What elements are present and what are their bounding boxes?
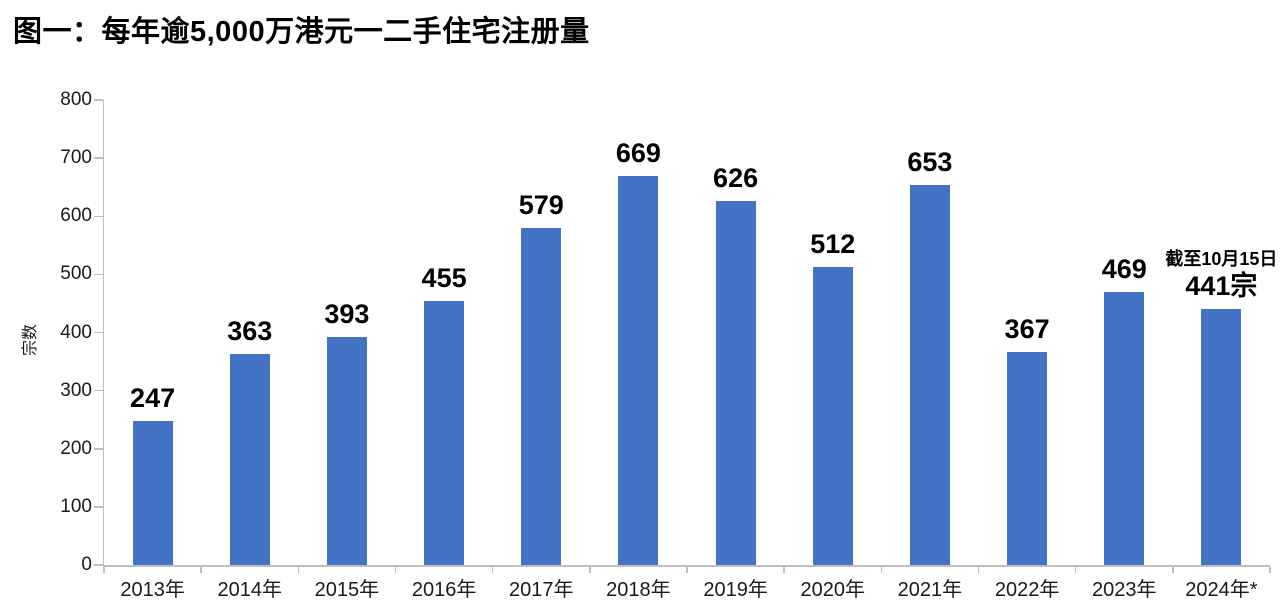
x-tick-label: 2020年 xyxy=(800,579,865,601)
x-tick-label: 2024年* xyxy=(1185,579,1258,601)
x-tick-label: 2019年 xyxy=(703,579,768,601)
x-tick-mark xyxy=(1172,566,1174,573)
x-tick-mark xyxy=(783,566,785,573)
bar xyxy=(1201,308,1242,565)
y-tick-label: 100 xyxy=(60,495,92,517)
bar xyxy=(326,336,367,565)
x-tick-label: 2016年 xyxy=(411,579,477,601)
x-tick-mark xyxy=(103,566,105,573)
bar-value-label: 469 xyxy=(1101,254,1147,285)
x-tick-label: 2015年 xyxy=(314,579,380,601)
bar xyxy=(909,185,950,565)
bar-value-label: 579 xyxy=(518,190,564,221)
x-tick-label: 2014年 xyxy=(217,579,282,601)
x-tick-mark xyxy=(1074,566,1077,573)
x-tick-mark xyxy=(297,566,300,573)
bar xyxy=(1007,351,1048,565)
y-tick-mark xyxy=(94,99,103,101)
y-tick-mark xyxy=(94,448,103,450)
bar-value-label: 393 xyxy=(324,298,370,329)
bar-value-label: 669 xyxy=(615,138,661,169)
y-tick-mark xyxy=(94,331,103,334)
x-tick-mark xyxy=(977,566,980,573)
bar-value-label: 626 xyxy=(713,163,759,194)
y-tick-label: 500 xyxy=(60,263,92,285)
y-tick-mark xyxy=(94,506,103,508)
bar-value-label: 512 xyxy=(810,229,856,260)
x-tick-mark xyxy=(1269,566,1271,573)
bar-value-label: 653 xyxy=(907,147,953,178)
y-tick-label: 800 xyxy=(60,89,92,110)
x-tick-mark xyxy=(589,566,591,573)
bar-value-label: 455 xyxy=(421,262,467,293)
bar xyxy=(618,176,659,565)
bar-value-label: 247 xyxy=(130,383,176,414)
y-tick-label: 700 xyxy=(60,147,92,169)
bar xyxy=(715,201,756,565)
y-axis-line xyxy=(102,100,104,565)
y-tick-mark xyxy=(94,389,103,392)
y-tick-mark xyxy=(94,273,103,276)
bar-value-label: 367 xyxy=(1004,313,1050,344)
x-tick-mark xyxy=(200,566,202,573)
y-tick-label: 300 xyxy=(60,379,92,401)
y-tick-mark xyxy=(94,215,103,217)
x-tick-label: 2023年 xyxy=(1091,579,1157,601)
annotation-note: 截至10月15日 xyxy=(1165,248,1278,269)
bar xyxy=(521,228,562,565)
bar-value-label: 441宗 xyxy=(1185,270,1258,301)
bar-value-label: 363 xyxy=(227,316,273,346)
x-tick-label: 2018年 xyxy=(606,579,671,601)
x-tick-label: 2021年 xyxy=(897,579,963,601)
bar xyxy=(229,354,270,565)
y-tick-label: 600 xyxy=(60,205,92,227)
x-axis-line xyxy=(102,565,1270,567)
y-tick-label: 0 xyxy=(81,554,92,575)
bar xyxy=(132,421,173,565)
bar xyxy=(812,267,853,565)
y-tick-mark xyxy=(94,564,103,566)
x-tick-label: 2017年 xyxy=(508,579,574,601)
y-tick-label: 200 xyxy=(60,437,92,459)
bar xyxy=(424,300,465,565)
x-tick-label: 2013年 xyxy=(120,579,185,601)
x-tick-mark xyxy=(394,566,397,573)
x-tick-label: 2022年 xyxy=(994,579,1060,601)
y-tick-label: 400 xyxy=(60,321,92,343)
x-tick-mark xyxy=(880,566,883,573)
bar xyxy=(1104,292,1145,565)
x-tick-mark xyxy=(686,566,688,573)
y-tick-mark xyxy=(94,157,103,159)
x-tick-mark xyxy=(491,566,494,573)
chart-title: 图一：每年逾5,000万港元一二手住宅注册量 xyxy=(13,16,590,48)
